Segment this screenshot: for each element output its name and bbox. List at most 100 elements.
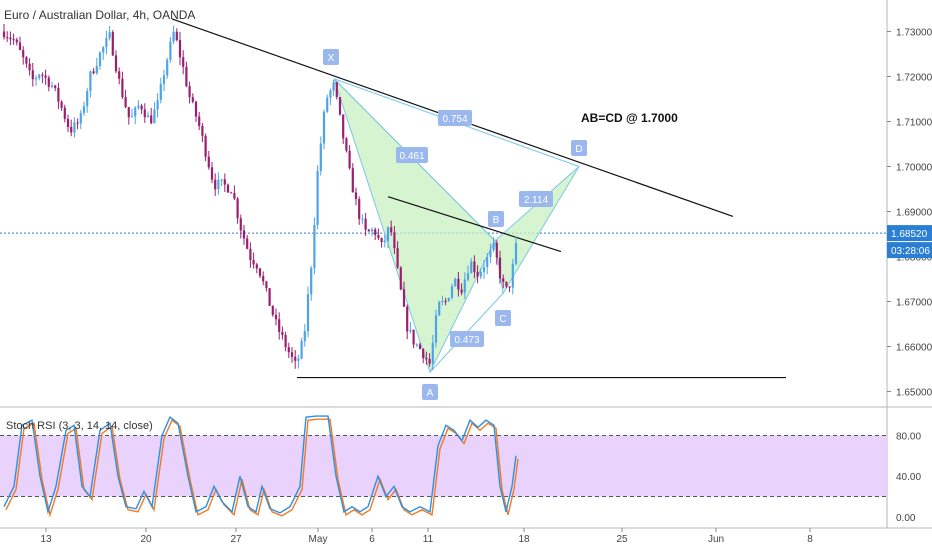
candle-body bbox=[399, 267, 402, 290]
rsi-band bbox=[0, 435, 887, 497]
candle-body bbox=[335, 82, 338, 98]
stoch-rsi-pane[interactable] bbox=[0, 415, 887, 518]
candle-body bbox=[300, 340, 303, 359]
ratio-label-xb: 0.461 bbox=[399, 151, 424, 162]
candle-body bbox=[246, 238, 249, 249]
candle-body bbox=[108, 32, 111, 39]
candle-body bbox=[332, 82, 335, 91]
candle-body bbox=[82, 106, 86, 113]
candle-body bbox=[214, 179, 217, 190]
candle-body bbox=[38, 74, 41, 78]
candle-body bbox=[297, 358, 300, 361]
candle-body bbox=[486, 256, 489, 268]
candle-body bbox=[12, 39, 15, 41]
candle-body bbox=[127, 107, 130, 118]
candle-body bbox=[418, 344, 422, 349]
candle-body bbox=[265, 281, 268, 289]
time-axis[interactable]: 13 20 27 May 6 11 18 25 Jun 8 bbox=[40, 528, 813, 545]
candle-body bbox=[159, 83, 162, 101]
candle-body bbox=[370, 229, 374, 232]
candle-body bbox=[114, 55, 118, 72]
candle-body bbox=[354, 192, 358, 199]
candle-body bbox=[118, 71, 121, 79]
candle-body bbox=[489, 249, 492, 257]
candle-body bbox=[178, 39, 182, 58]
candle-body bbox=[95, 65, 98, 74]
candle-body bbox=[438, 301, 441, 316]
candle-body bbox=[505, 281, 508, 287]
candle-body bbox=[287, 347, 290, 353]
candle-body bbox=[431, 342, 434, 364]
candle-body bbox=[150, 115, 153, 124]
rsi-tick-label: 80.00 bbox=[896, 431, 921, 442]
candle-body bbox=[386, 227, 390, 241]
candle-body bbox=[134, 107, 137, 117]
candle-body bbox=[409, 329, 412, 332]
candle-body bbox=[258, 268, 262, 276]
candle-body bbox=[79, 112, 82, 124]
rsi-tick-label: 40.00 bbox=[896, 472, 921, 483]
candle-body bbox=[450, 286, 454, 298]
candle-body bbox=[76, 122, 79, 124]
candle-body bbox=[207, 156, 210, 168]
time-tick-label: 6 bbox=[369, 534, 375, 545]
candle-body bbox=[60, 101, 63, 108]
candle-body bbox=[377, 235, 380, 238]
candle-body bbox=[146, 115, 150, 118]
price-tick-label: 1.65000 bbox=[896, 388, 932, 399]
candle-body bbox=[482, 267, 486, 272]
candle-body bbox=[470, 261, 473, 274]
point-label-a: A bbox=[427, 388, 434, 399]
candle-body bbox=[396, 248, 399, 268]
ratio-label-xd-bg bbox=[438, 110, 472, 126]
candle-body bbox=[156, 100, 159, 110]
candle-body bbox=[153, 109, 156, 124]
candle-body bbox=[89, 71, 92, 92]
point-label-x-bg bbox=[323, 49, 339, 65]
ratio-label-bd: 2.114 bbox=[524, 195, 549, 206]
candle-body bbox=[406, 306, 409, 332]
candles[interactable] bbox=[2, 24, 518, 370]
time-tick-label: 11 bbox=[423, 534, 434, 545]
candle-body bbox=[166, 59, 169, 76]
candle-body bbox=[393, 232, 396, 249]
candle-body bbox=[367, 229, 370, 232]
candle-body bbox=[262, 275, 265, 282]
candle-body bbox=[252, 259, 255, 265]
candle-body bbox=[31, 70, 34, 80]
candle-body bbox=[380, 237, 383, 243]
ratio-label-ac: 0.473 bbox=[454, 335, 479, 346]
candle-body bbox=[98, 52, 102, 66]
time-tick-label: 27 bbox=[230, 534, 242, 545]
candle-body bbox=[358, 198, 361, 220]
countdown-label: 03:28:06 bbox=[891, 246, 930, 257]
price-axis[interactable]: 1.730001.720001.710001.700001.690001.680… bbox=[887, 28, 932, 524]
candle-body bbox=[204, 135, 207, 157]
candle-body bbox=[374, 229, 377, 236]
candle-body bbox=[47, 77, 50, 87]
point-label-c-bg bbox=[495, 310, 511, 326]
abcd-annotation: AB=CD @ 1.7000 bbox=[581, 111, 678, 125]
candle-body bbox=[425, 358, 428, 360]
candle-body bbox=[73, 122, 76, 133]
symbol-title: Euro / Australian Dollar, 4h, OANDA bbox=[4, 8, 195, 22]
candle-body bbox=[249, 248, 252, 260]
candle-body bbox=[476, 272, 479, 277]
current-price-tag bbox=[887, 225, 932, 242]
candle-body bbox=[28, 63, 31, 71]
point-label-d-bg bbox=[571, 140, 587, 156]
candle-body bbox=[242, 230, 246, 239]
pattern-labels: X A B C D 0.461 0.754 0.473 2.114 bbox=[323, 49, 587, 400]
candle-body bbox=[463, 279, 466, 293]
candle-body bbox=[338, 97, 342, 115]
candle-body bbox=[44, 75, 47, 78]
stoch-d-line bbox=[5, 418, 519, 518]
candle-body bbox=[402, 289, 406, 307]
candle-body bbox=[54, 85, 57, 89]
point-label-b: B bbox=[493, 215, 500, 226]
candle-body bbox=[140, 105, 143, 110]
candle-body bbox=[348, 150, 351, 169]
candle-body bbox=[306, 294, 310, 332]
